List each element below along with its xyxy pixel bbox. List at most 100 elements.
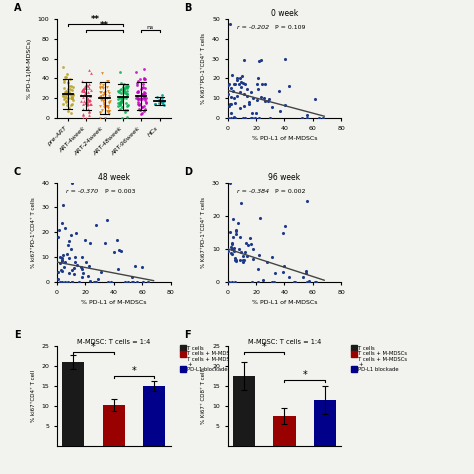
Point [96,80,104,88]
Point [107,278,115,286]
Point [78,273,86,281]
Point [78,86,85,93]
Point [134,98,142,106]
Point [128,278,136,286]
Point [228,251,236,258]
Point [248,114,255,122]
Point [55,226,63,234]
Point [246,99,253,106]
Text: E: E [14,330,20,340]
Point [81,84,88,92]
Point [257,57,264,64]
Point [63,99,70,106]
Point [118,96,126,104]
Point [132,68,140,76]
Point [56,278,64,286]
Point [244,252,251,260]
Text: *: * [132,366,137,376]
Text: r = -0.202: r = -0.202 [237,25,269,30]
Text: *: * [262,342,266,352]
Point [68,278,76,286]
Point [85,81,92,88]
Point [58,267,66,275]
Point [84,82,92,90]
Text: **: ** [91,15,100,24]
Point [84,95,91,103]
Point [105,107,113,114]
Point [136,101,143,109]
Point [228,71,236,79]
Point [138,95,146,103]
Point [83,97,91,105]
Point [100,97,108,104]
Point [141,84,149,91]
Point [79,110,86,118]
Point [63,70,71,77]
Point [96,114,104,122]
Point [65,269,73,277]
Point [265,95,273,102]
Point [133,79,141,87]
Point [280,263,287,270]
Point [61,88,69,95]
Point [82,84,90,91]
Point [319,114,327,122]
Point [231,254,239,262]
Point [290,278,298,286]
Point [155,96,163,103]
Y-axis label: % Ki67⁺ CD8⁺ T cells: % Ki67⁺ CD8⁺ T cells [201,367,207,424]
Point [240,56,248,64]
Point [153,93,161,101]
Point [282,55,289,63]
Point [131,263,138,270]
Point [100,89,108,97]
Point [79,85,87,92]
Point [59,201,67,208]
Point [100,101,108,109]
Point [241,248,249,255]
Point [68,278,76,286]
Point [228,100,235,108]
Text: P = 0.002: P = 0.002 [275,189,306,193]
Point [118,98,125,105]
Point [96,102,104,109]
Point [58,278,66,286]
Point [303,198,310,205]
Point [123,90,130,98]
Point [79,77,86,85]
Point [142,76,149,83]
Point [94,275,102,283]
Point [83,101,91,109]
Point [233,256,240,264]
Point [79,105,87,112]
Point [119,94,127,101]
Point [85,66,93,74]
Point [80,87,87,95]
Point [68,82,75,90]
Point [140,75,148,83]
Point [104,77,111,85]
Y-axis label: % ki67⁺PD-1⁺CD4⁺ T cells: % ki67⁺PD-1⁺CD4⁺ T cells [31,197,36,268]
Point [300,273,307,281]
Point [65,89,73,96]
Point [118,247,125,255]
Point [237,78,245,85]
Point [272,270,279,277]
Point [99,95,106,103]
Point [116,99,123,106]
Point [99,94,106,102]
Point [142,99,150,106]
Point [116,99,124,106]
Point [60,78,68,85]
Point [96,109,103,117]
Point [228,278,236,286]
Title: M-MDSC: T cells = 1:4: M-MDSC: T cells = 1:4 [248,338,321,345]
Point [92,278,100,286]
Point [136,75,144,83]
Point [139,83,147,91]
Point [68,100,75,108]
Point [248,278,256,286]
Point [266,114,274,122]
Point [159,91,166,99]
Point [252,109,260,117]
